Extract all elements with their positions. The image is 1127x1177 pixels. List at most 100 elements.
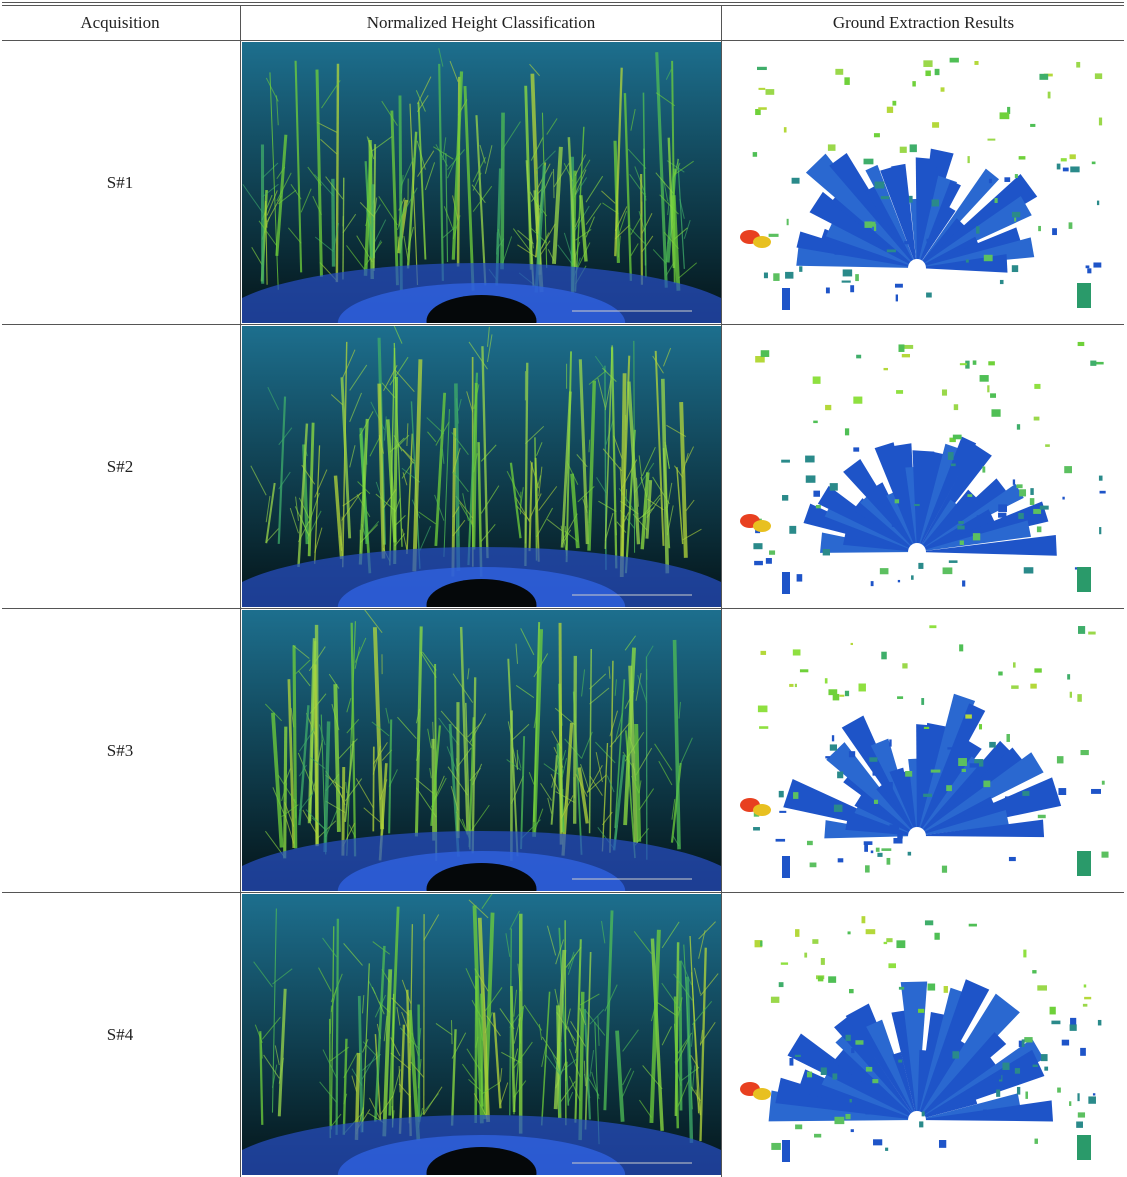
point-patch <box>970 763 979 767</box>
point-patch <box>968 156 970 163</box>
point-patch <box>855 1040 863 1044</box>
point-patch <box>782 1140 790 1162</box>
tree <box>575 656 576 824</box>
point-patch <box>1093 1093 1095 1095</box>
point-patch <box>834 1117 844 1124</box>
point-patch <box>984 255 993 261</box>
branch <box>626 489 627 505</box>
point-patch <box>773 273 779 281</box>
point-patch <box>1032 970 1036 973</box>
point-patch <box>1077 1093 1079 1101</box>
point-patch <box>864 841 873 845</box>
point-patch <box>988 361 995 365</box>
point-patch <box>1084 997 1091 999</box>
point-patch <box>821 958 825 965</box>
point-patch <box>899 344 905 352</box>
point-patch <box>948 452 954 460</box>
point-patch <box>1030 488 1033 495</box>
point-patch <box>1063 168 1069 172</box>
point-patch <box>834 805 843 812</box>
point-patch <box>845 1114 850 1119</box>
branch <box>589 440 590 453</box>
point-patch <box>1093 262 1101 267</box>
point-patch <box>886 938 892 942</box>
point-patch <box>977 515 984 518</box>
point-patch <box>1077 1135 1091 1160</box>
point-patch <box>845 428 849 435</box>
point-patch <box>814 1134 821 1138</box>
point-patch <box>983 1110 987 1116</box>
point-patch <box>902 354 910 357</box>
point-patch <box>1034 417 1040 421</box>
tree <box>285 727 286 859</box>
point-patch <box>765 89 774 95</box>
point-patch <box>753 520 771 532</box>
point-patch <box>979 724 982 729</box>
point-patch <box>771 997 779 1003</box>
point-patch <box>874 133 880 137</box>
point-patch <box>987 139 995 141</box>
point-patch <box>1038 815 1046 818</box>
point-patch <box>992 1075 1001 1080</box>
point-patch <box>949 560 958 563</box>
point-patch <box>1090 361 1096 366</box>
point-patch <box>904 241 914 244</box>
tree <box>343 178 344 280</box>
point-patch <box>896 940 905 948</box>
point-patch <box>1078 626 1085 634</box>
point-patch <box>1078 1112 1085 1117</box>
point-patch <box>1037 985 1047 990</box>
point-patch <box>813 421 818 423</box>
point-patch <box>758 706 768 713</box>
point-patch <box>952 1051 959 1058</box>
point-patch <box>980 375 989 382</box>
point-patch <box>896 176 900 181</box>
header-cell: Acquisition <box>0 6 240 40</box>
point-patch <box>1015 1068 1020 1074</box>
point-patch <box>843 269 852 276</box>
point-patch <box>759 726 768 729</box>
point-patch <box>753 152 757 157</box>
point-patch <box>939 1140 946 1148</box>
tree <box>337 919 338 1135</box>
point-patch <box>761 350 770 357</box>
point-patch <box>1019 1112 1022 1116</box>
point-patch <box>1016 484 1022 488</box>
point-patch <box>830 483 838 491</box>
point-patch <box>877 853 882 857</box>
point-patch <box>991 409 1000 417</box>
point-patch <box>813 376 821 383</box>
point-patch <box>873 769 878 776</box>
point-patch <box>1095 73 1102 79</box>
point-patch <box>921 698 924 705</box>
point-patch <box>782 288 790 310</box>
point-patch <box>1013 479 1015 484</box>
point-patch <box>1058 788 1066 795</box>
point-patch <box>781 460 790 463</box>
point-patch <box>997 258 999 262</box>
point-patch <box>1062 497 1064 500</box>
point-patch <box>855 274 859 281</box>
point-patch <box>935 69 940 75</box>
point-patch <box>776 839 786 842</box>
point-patch <box>887 107 893 113</box>
point-patch <box>766 558 772 564</box>
point-patch <box>1077 851 1091 876</box>
point-patch <box>865 1107 874 1114</box>
point-patch <box>753 827 760 830</box>
tree <box>333 179 334 267</box>
row-label: S#4 <box>0 893 240 1176</box>
point-patch <box>1097 201 1099 206</box>
header-cell: Ground Extraction Results <box>722 6 1125 40</box>
point-patch <box>1067 674 1070 679</box>
point-patch <box>1024 1037 1032 1042</box>
point-patch <box>946 785 952 791</box>
point-patch <box>1070 154 1076 159</box>
point-patch <box>1037 526 1041 532</box>
point-patch <box>960 363 967 365</box>
point-patch <box>896 294 898 301</box>
tree <box>337 64 338 282</box>
point-patch <box>758 107 767 110</box>
point-patch <box>897 833 903 839</box>
point-patch <box>1013 662 1016 667</box>
